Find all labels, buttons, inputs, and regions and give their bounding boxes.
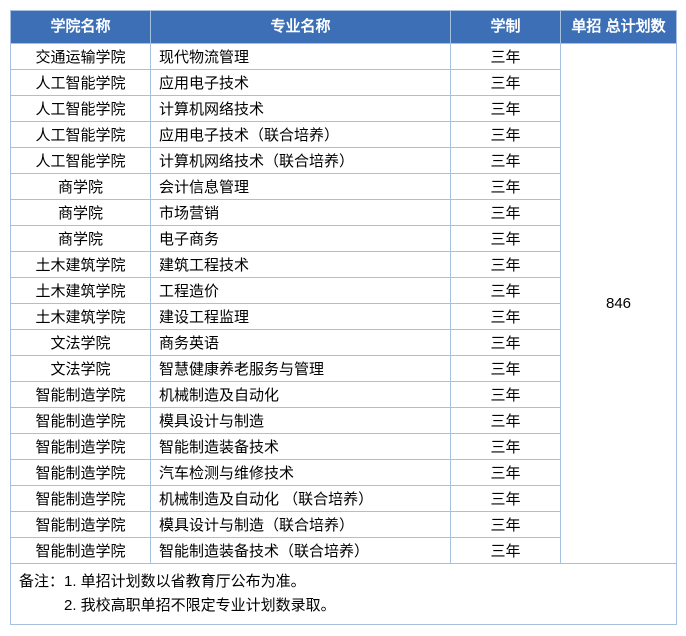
- cell-major: 计算机网络技术（联合培养）: [151, 147, 451, 173]
- cell-major: 建设工程监理: [151, 303, 451, 329]
- cell-major: 建筑工程技术: [151, 251, 451, 277]
- cell-college: 土木建筑学院: [11, 277, 151, 303]
- cell-major: 模具设计与制造（联合培养）: [151, 511, 451, 537]
- cell-major: 机械制造及自动化: [151, 381, 451, 407]
- cell-college: 文法学院: [11, 355, 151, 381]
- footnote-row: 备注：1. 单招计划数以省教育厅公布为准。 2. 我校高职单招不限定专业计划数录…: [11, 563, 677, 624]
- cell-college: 智能制造学院: [11, 459, 151, 485]
- cell-college: 智能制造学院: [11, 381, 151, 407]
- cell-duration: 三年: [451, 355, 561, 381]
- cell-major: 智能制造装备技术（联合培养）: [151, 537, 451, 563]
- cell-major: 市场营销: [151, 199, 451, 225]
- cell-duration: 三年: [451, 251, 561, 277]
- cell-major: 机械制造及自动化 （联合培养）: [151, 485, 451, 511]
- table-row: 交通运输学院现代物流管理三年846: [11, 43, 677, 69]
- cell-duration: 三年: [451, 303, 561, 329]
- header-college: 学院名称: [11, 11, 151, 44]
- cell-college: 智能制造学院: [11, 537, 151, 563]
- cell-major: 应用电子技术: [151, 69, 451, 95]
- cell-college: 商学院: [11, 225, 151, 251]
- cell-total-plan: 846: [561, 43, 677, 563]
- cell-major: 模具设计与制造: [151, 407, 451, 433]
- cell-college: 土木建筑学院: [11, 251, 151, 277]
- cell-college: 文法学院: [11, 329, 151, 355]
- cell-major: 现代物流管理: [151, 43, 451, 69]
- cell-duration: 三年: [451, 537, 561, 563]
- cell-duration: 三年: [451, 277, 561, 303]
- cell-duration: 三年: [451, 147, 561, 173]
- cell-college: 人工智能学院: [11, 147, 151, 173]
- cell-major: 计算机网络技术: [151, 95, 451, 121]
- cell-duration: 三年: [451, 173, 561, 199]
- cell-duration: 三年: [451, 511, 561, 537]
- cell-major: 商务英语: [151, 329, 451, 355]
- cell-college: 人工智能学院: [11, 95, 151, 121]
- cell-college: 商学院: [11, 199, 151, 225]
- header-total: 单招 总计划数: [561, 11, 677, 44]
- cell-college: 土木建筑学院: [11, 303, 151, 329]
- cell-duration: 三年: [451, 407, 561, 433]
- cell-major: 智能制造装备技术: [151, 433, 451, 459]
- cell-duration: 三年: [451, 225, 561, 251]
- table-body: 交通运输学院现代物流管理三年846人工智能学院应用电子技术三年人工智能学院计算机…: [11, 43, 677, 624]
- cell-college: 智能制造学院: [11, 407, 151, 433]
- enrollment-plan-table: 学院名称 专业名称 学制 单招 总计划数 交通运输学院现代物流管理三年846人工…: [10, 10, 677, 625]
- header-major: 专业名称: [151, 11, 451, 44]
- cell-major: 电子商务: [151, 225, 451, 251]
- table-header-row: 学院名称 专业名称 学制 单招 总计划数: [11, 11, 677, 44]
- cell-major: 工程造价: [151, 277, 451, 303]
- cell-duration: 三年: [451, 485, 561, 511]
- cell-duration: 三年: [451, 329, 561, 355]
- cell-duration: 三年: [451, 381, 561, 407]
- cell-major: 汽车检测与维修技术: [151, 459, 451, 485]
- cell-college: 交通运输学院: [11, 43, 151, 69]
- cell-duration: 三年: [451, 95, 561, 121]
- cell-major: 应用电子技术（联合培养）: [151, 121, 451, 147]
- footnote-text: 备注：1. 单招计划数以省教育厅公布为准。 2. 我校高职单招不限定专业计划数录…: [11, 563, 677, 624]
- cell-college: 人工智能学院: [11, 69, 151, 95]
- cell-college: 人工智能学院: [11, 121, 151, 147]
- cell-college: 智能制造学院: [11, 433, 151, 459]
- cell-college: 商学院: [11, 173, 151, 199]
- cell-duration: 三年: [451, 459, 561, 485]
- cell-duration: 三年: [451, 121, 561, 147]
- cell-duration: 三年: [451, 43, 561, 69]
- cell-duration: 三年: [451, 433, 561, 459]
- cell-major: 智慧健康养老服务与管理: [151, 355, 451, 381]
- cell-college: 智能制造学院: [11, 485, 151, 511]
- header-duration: 学制: [451, 11, 561, 44]
- cell-duration: 三年: [451, 199, 561, 225]
- cell-major: 会计信息管理: [151, 173, 451, 199]
- cell-college: 智能制造学院: [11, 511, 151, 537]
- cell-duration: 三年: [451, 69, 561, 95]
